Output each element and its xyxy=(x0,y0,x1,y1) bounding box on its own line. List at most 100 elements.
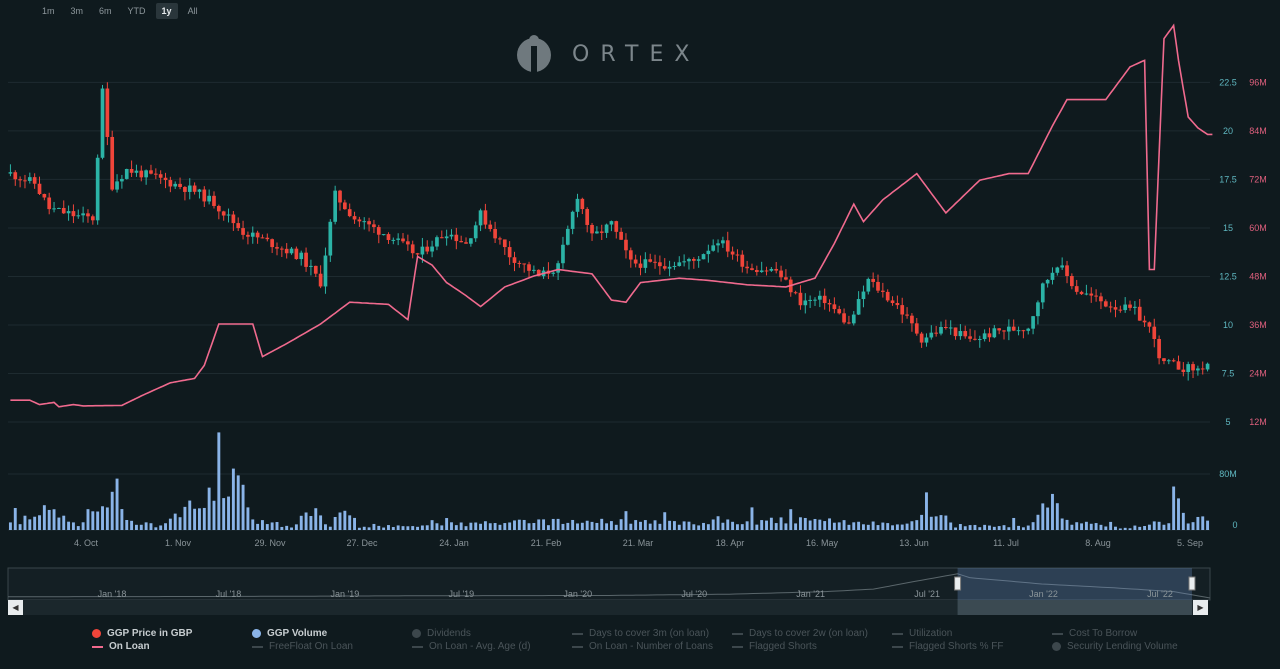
navigator-tick: Jan '18 xyxy=(98,589,127,599)
candle-body xyxy=(1118,309,1123,311)
volume-bar xyxy=(144,522,148,530)
volume-bar xyxy=(828,518,831,530)
volume-bar xyxy=(1181,512,1185,530)
navigator-scrollbar-thumb[interactable] xyxy=(957,600,1192,615)
candle-body xyxy=(687,258,691,262)
candle-body xyxy=(876,281,880,291)
legend-item[interactable]: Dividends xyxy=(412,628,471,639)
navigator-scroll-right-button[interactable]: ▶ xyxy=(1193,600,1208,615)
volume-axis-tick: 0 xyxy=(1232,520,1237,530)
volume-bar xyxy=(130,520,134,530)
candle-body xyxy=(376,227,381,235)
volume-bar xyxy=(1162,524,1166,530)
candle-body xyxy=(1157,339,1161,359)
volume-bar xyxy=(769,517,773,530)
legend-label: Cost To Borrow xyxy=(1069,628,1138,639)
candle-body xyxy=(1166,360,1171,362)
legend-item[interactable]: FreeFloat On Loan xyxy=(252,641,353,652)
price-axis-tick: 12.5 xyxy=(1219,271,1237,281)
volume-bar xyxy=(687,521,691,530)
price-axis-tick: 20 xyxy=(1223,126,1233,136)
volume-bar xyxy=(978,527,982,530)
volume-bar xyxy=(96,511,100,530)
volume-bar xyxy=(294,524,298,530)
volume-bar xyxy=(105,507,109,530)
legend-item[interactable]: On Loan - Avg. Age (d) xyxy=(412,641,531,652)
candle-body xyxy=(391,239,396,241)
volume-bar xyxy=(1147,524,1151,530)
candle-body xyxy=(1089,293,1094,296)
navigator-scroll-left-button[interactable]: ◀ xyxy=(8,600,23,615)
candle-body xyxy=(735,254,740,256)
volume-bar xyxy=(571,519,575,530)
volume-bar xyxy=(333,517,337,530)
candle-body xyxy=(1137,306,1142,321)
legend-item[interactable]: GGP Volume xyxy=(252,628,327,639)
volume-bar xyxy=(929,516,933,530)
candle-body xyxy=(551,272,556,274)
range-button-1m[interactable]: 1m xyxy=(42,6,55,16)
volume-bar xyxy=(430,520,434,530)
volume-bar xyxy=(595,522,599,530)
range-button-3m[interactable]: 3m xyxy=(70,6,84,16)
volume-bar xyxy=(668,520,672,530)
volume-bar xyxy=(1099,524,1103,530)
candle-body xyxy=(352,216,357,220)
legend-label: Days to cover 3m (on loan) xyxy=(589,628,710,639)
volume-bar xyxy=(832,522,836,530)
navigator-handle-right[interactable] xyxy=(1188,576,1196,591)
volume-bar xyxy=(348,515,352,530)
volume-bar xyxy=(265,524,269,530)
volume-bar xyxy=(372,523,376,530)
volume-bar xyxy=(629,523,633,530)
navigator-handle-left[interactable] xyxy=(954,576,962,591)
legend-label: On Loan - Number of Loans xyxy=(589,641,713,652)
volume-bar xyxy=(18,524,22,530)
candle-body xyxy=(604,224,609,233)
x-axis-tick: 13. Jun xyxy=(899,538,929,548)
volume-bar xyxy=(1157,521,1161,530)
candle-body xyxy=(1084,293,1089,295)
volume-bar xyxy=(1143,525,1147,530)
candle-body xyxy=(856,299,861,315)
volume-bar xyxy=(527,523,531,530)
legend-item[interactable]: GGP Price in GBP xyxy=(92,628,192,639)
volume-bar xyxy=(236,475,240,530)
volume-bar xyxy=(1152,521,1156,530)
legend-item[interactable]: Flagged Shorts xyxy=(732,641,817,652)
volume-bar xyxy=(488,523,492,530)
legend-item[interactable]: Days to cover 2w (on loan) xyxy=(732,628,868,639)
legend-item[interactable]: Utilization xyxy=(892,628,952,639)
on-loan-axis-tick: 96M xyxy=(1249,77,1267,87)
volume-bar xyxy=(33,516,37,530)
volume-bar xyxy=(1084,521,1088,530)
range-button-6m[interactable]: 6m xyxy=(99,6,112,16)
navigator-tick: Jan '20 xyxy=(563,589,592,599)
x-axis-tick: 4. Oct xyxy=(74,538,99,548)
volume-bar xyxy=(149,523,153,530)
legend-item[interactable]: Cost To Borrow xyxy=(1052,628,1137,639)
range-button-ytd[interactable]: YTD xyxy=(127,6,146,16)
legend-item[interactable]: Flagged Shorts % FF xyxy=(892,641,1003,652)
candle-body xyxy=(885,291,890,301)
range-button-all[interactable]: All xyxy=(187,6,198,16)
volume-bar xyxy=(377,525,381,530)
candle-body xyxy=(536,269,541,277)
candle-body xyxy=(410,244,415,254)
volume-bar xyxy=(546,525,550,530)
range-button-1y[interactable]: 1y xyxy=(155,3,178,19)
candle-body xyxy=(895,303,900,306)
x-axis-tick: 8. Aug xyxy=(1085,538,1111,548)
legend-item[interactable]: Days to cover 3m (on loan) xyxy=(572,628,709,639)
candle-body xyxy=(309,265,313,267)
volume-bar xyxy=(721,522,725,530)
candle-body xyxy=(153,173,158,175)
volume-bar xyxy=(1114,526,1117,530)
candle-body xyxy=(745,266,749,269)
legend-item[interactable]: On Loan xyxy=(92,641,150,652)
legend-item[interactable]: On Loan - Number of Loans xyxy=(572,641,713,652)
candle-body xyxy=(808,299,812,301)
candle-body xyxy=(934,332,938,334)
legend-item[interactable]: Security Lending Volume xyxy=(1052,641,1178,652)
